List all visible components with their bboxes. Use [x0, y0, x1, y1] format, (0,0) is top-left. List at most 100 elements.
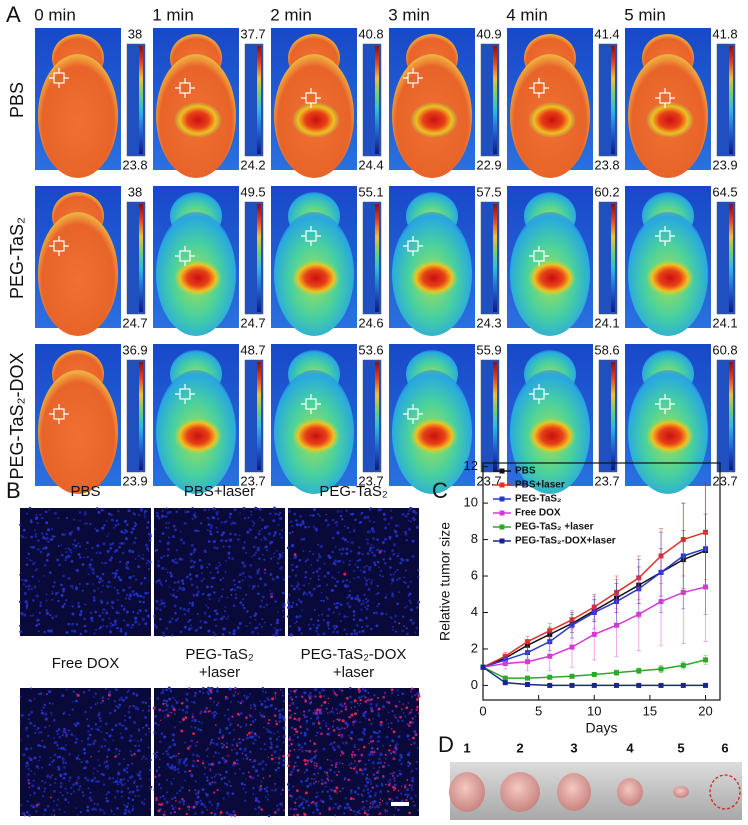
- nucleus: [312, 553, 314, 555]
- nucleus: [401, 720, 403, 722]
- nucleus: [125, 563, 127, 565]
- nucleus: [235, 597, 238, 600]
- drug-signal: [290, 743, 293, 746]
- nucleus: [358, 546, 360, 548]
- nucleus: [380, 612, 383, 615]
- nucleus: [314, 767, 316, 769]
- nucleus: [279, 517, 282, 520]
- data-point: [547, 675, 552, 680]
- nucleus: [191, 544, 194, 547]
- nucleus: [20, 804, 22, 806]
- drug-signal: [75, 782, 77, 784]
- nucleus: [210, 741, 213, 744]
- drug-signal: [249, 759, 251, 761]
- nucleus: [258, 557, 261, 560]
- nucleus: [336, 580, 339, 583]
- nucleus: [347, 527, 349, 529]
- nucleus: [249, 528, 252, 531]
- nucleus: [156, 770, 159, 773]
- drug-signal: [178, 753, 180, 755]
- drug-signal: [162, 703, 164, 705]
- image-label: PBS+laser: [184, 483, 255, 500]
- nucleus: [65, 733, 68, 736]
- nucleus: [77, 755, 79, 757]
- nucleus: [362, 807, 364, 809]
- nucleus: [86, 806, 89, 809]
- nucleus: [35, 516, 38, 519]
- colorbar-min: 23.8: [122, 157, 147, 172]
- nucleus: [159, 759, 161, 761]
- nucleus: [369, 795, 372, 798]
- nucleus: [44, 712, 47, 715]
- nucleus: [244, 799, 246, 801]
- nucleus: [310, 717, 312, 719]
- nucleus: [370, 530, 372, 532]
- nucleus: [123, 619, 125, 621]
- nucleus: [191, 604, 194, 607]
- nucleus: [76, 722, 79, 725]
- nucleus: [316, 792, 318, 794]
- drug-signal: [398, 622, 400, 624]
- nucleus: [292, 703, 294, 705]
- nucleus: [381, 784, 383, 786]
- nucleus: [234, 748, 236, 750]
- nucleus: [182, 582, 185, 585]
- nucleus: [331, 589, 334, 592]
- colorbar-min: 24.3: [476, 315, 501, 330]
- drug-signal: [371, 751, 373, 753]
- drug-signal: [209, 697, 212, 700]
- colorbar-max: 49.5: [240, 184, 265, 199]
- colorbar-min: 24.6: [358, 315, 383, 330]
- drug-signal: [209, 768, 211, 770]
- drug-signal: [304, 717, 305, 718]
- nucleus: [84, 514, 86, 516]
- nucleus: [129, 812, 131, 814]
- thermal-image: [35, 344, 145, 494]
- tumor-photo: [617, 778, 643, 806]
- nucleus: [305, 716, 307, 718]
- drug-signal: [328, 779, 330, 781]
- nucleus: [127, 780, 129, 782]
- drug-signal: [377, 697, 379, 699]
- nucleus: [114, 796, 116, 798]
- nucleus: [27, 800, 29, 802]
- nucleus: [27, 768, 29, 770]
- nucleus: [240, 712, 243, 715]
- nucleus: [117, 523, 119, 525]
- nucleus: [406, 627, 408, 629]
- drug-signal: [320, 732, 323, 735]
- drug-signal: [193, 806, 195, 808]
- nucleus: [408, 599, 411, 602]
- nucleus: [100, 702, 102, 704]
- nucleus: [135, 579, 137, 581]
- nucleus: [406, 539, 408, 541]
- nucleus: [298, 588, 300, 590]
- nucleus: [400, 558, 403, 561]
- drug-signal: [388, 798, 390, 800]
- nucleus: [261, 600, 263, 602]
- nucleus: [364, 810, 366, 812]
- nucleus: [364, 784, 367, 787]
- nucleus: [365, 616, 368, 619]
- nucleus: [57, 798, 59, 800]
- nucleus: [158, 517, 161, 520]
- nucleus: [333, 625, 336, 628]
- nucleus: [365, 598, 367, 600]
- nucleus: [93, 767, 95, 769]
- nucleus: [103, 783, 105, 785]
- nucleus: [154, 715, 157, 718]
- nucleus: [220, 579, 222, 581]
- nucleus: [41, 780, 43, 782]
- nucleus: [336, 708, 338, 710]
- body: [38, 370, 118, 494]
- nucleus: [62, 794, 64, 796]
- nucleus: [100, 731, 102, 733]
- drug-signal: [90, 756, 92, 758]
- drug-signal: [133, 753, 135, 755]
- nucleus: [142, 618, 145, 621]
- nucleus: [106, 520, 108, 522]
- nucleus: [258, 568, 260, 570]
- nucleus: [335, 606, 338, 609]
- nucleus: [75, 807, 77, 809]
- nucleus: [290, 771, 293, 774]
